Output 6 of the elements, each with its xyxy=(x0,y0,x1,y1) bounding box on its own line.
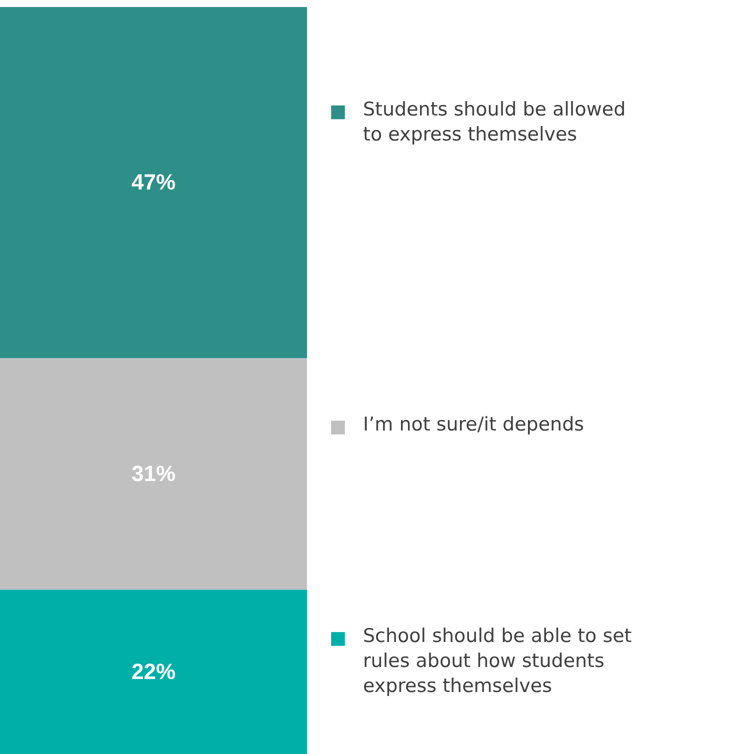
data-label: 31% xyxy=(131,460,176,486)
legend-label: I’m not sure/it depends xyxy=(363,414,584,436)
data-label: 47% xyxy=(131,170,176,195)
legend-label: School should be able to set rules about how students express themselves xyxy=(363,624,632,697)
legend-label: Students should be allowed to express themselves xyxy=(363,98,626,146)
data-label: 22% xyxy=(131,658,176,684)
